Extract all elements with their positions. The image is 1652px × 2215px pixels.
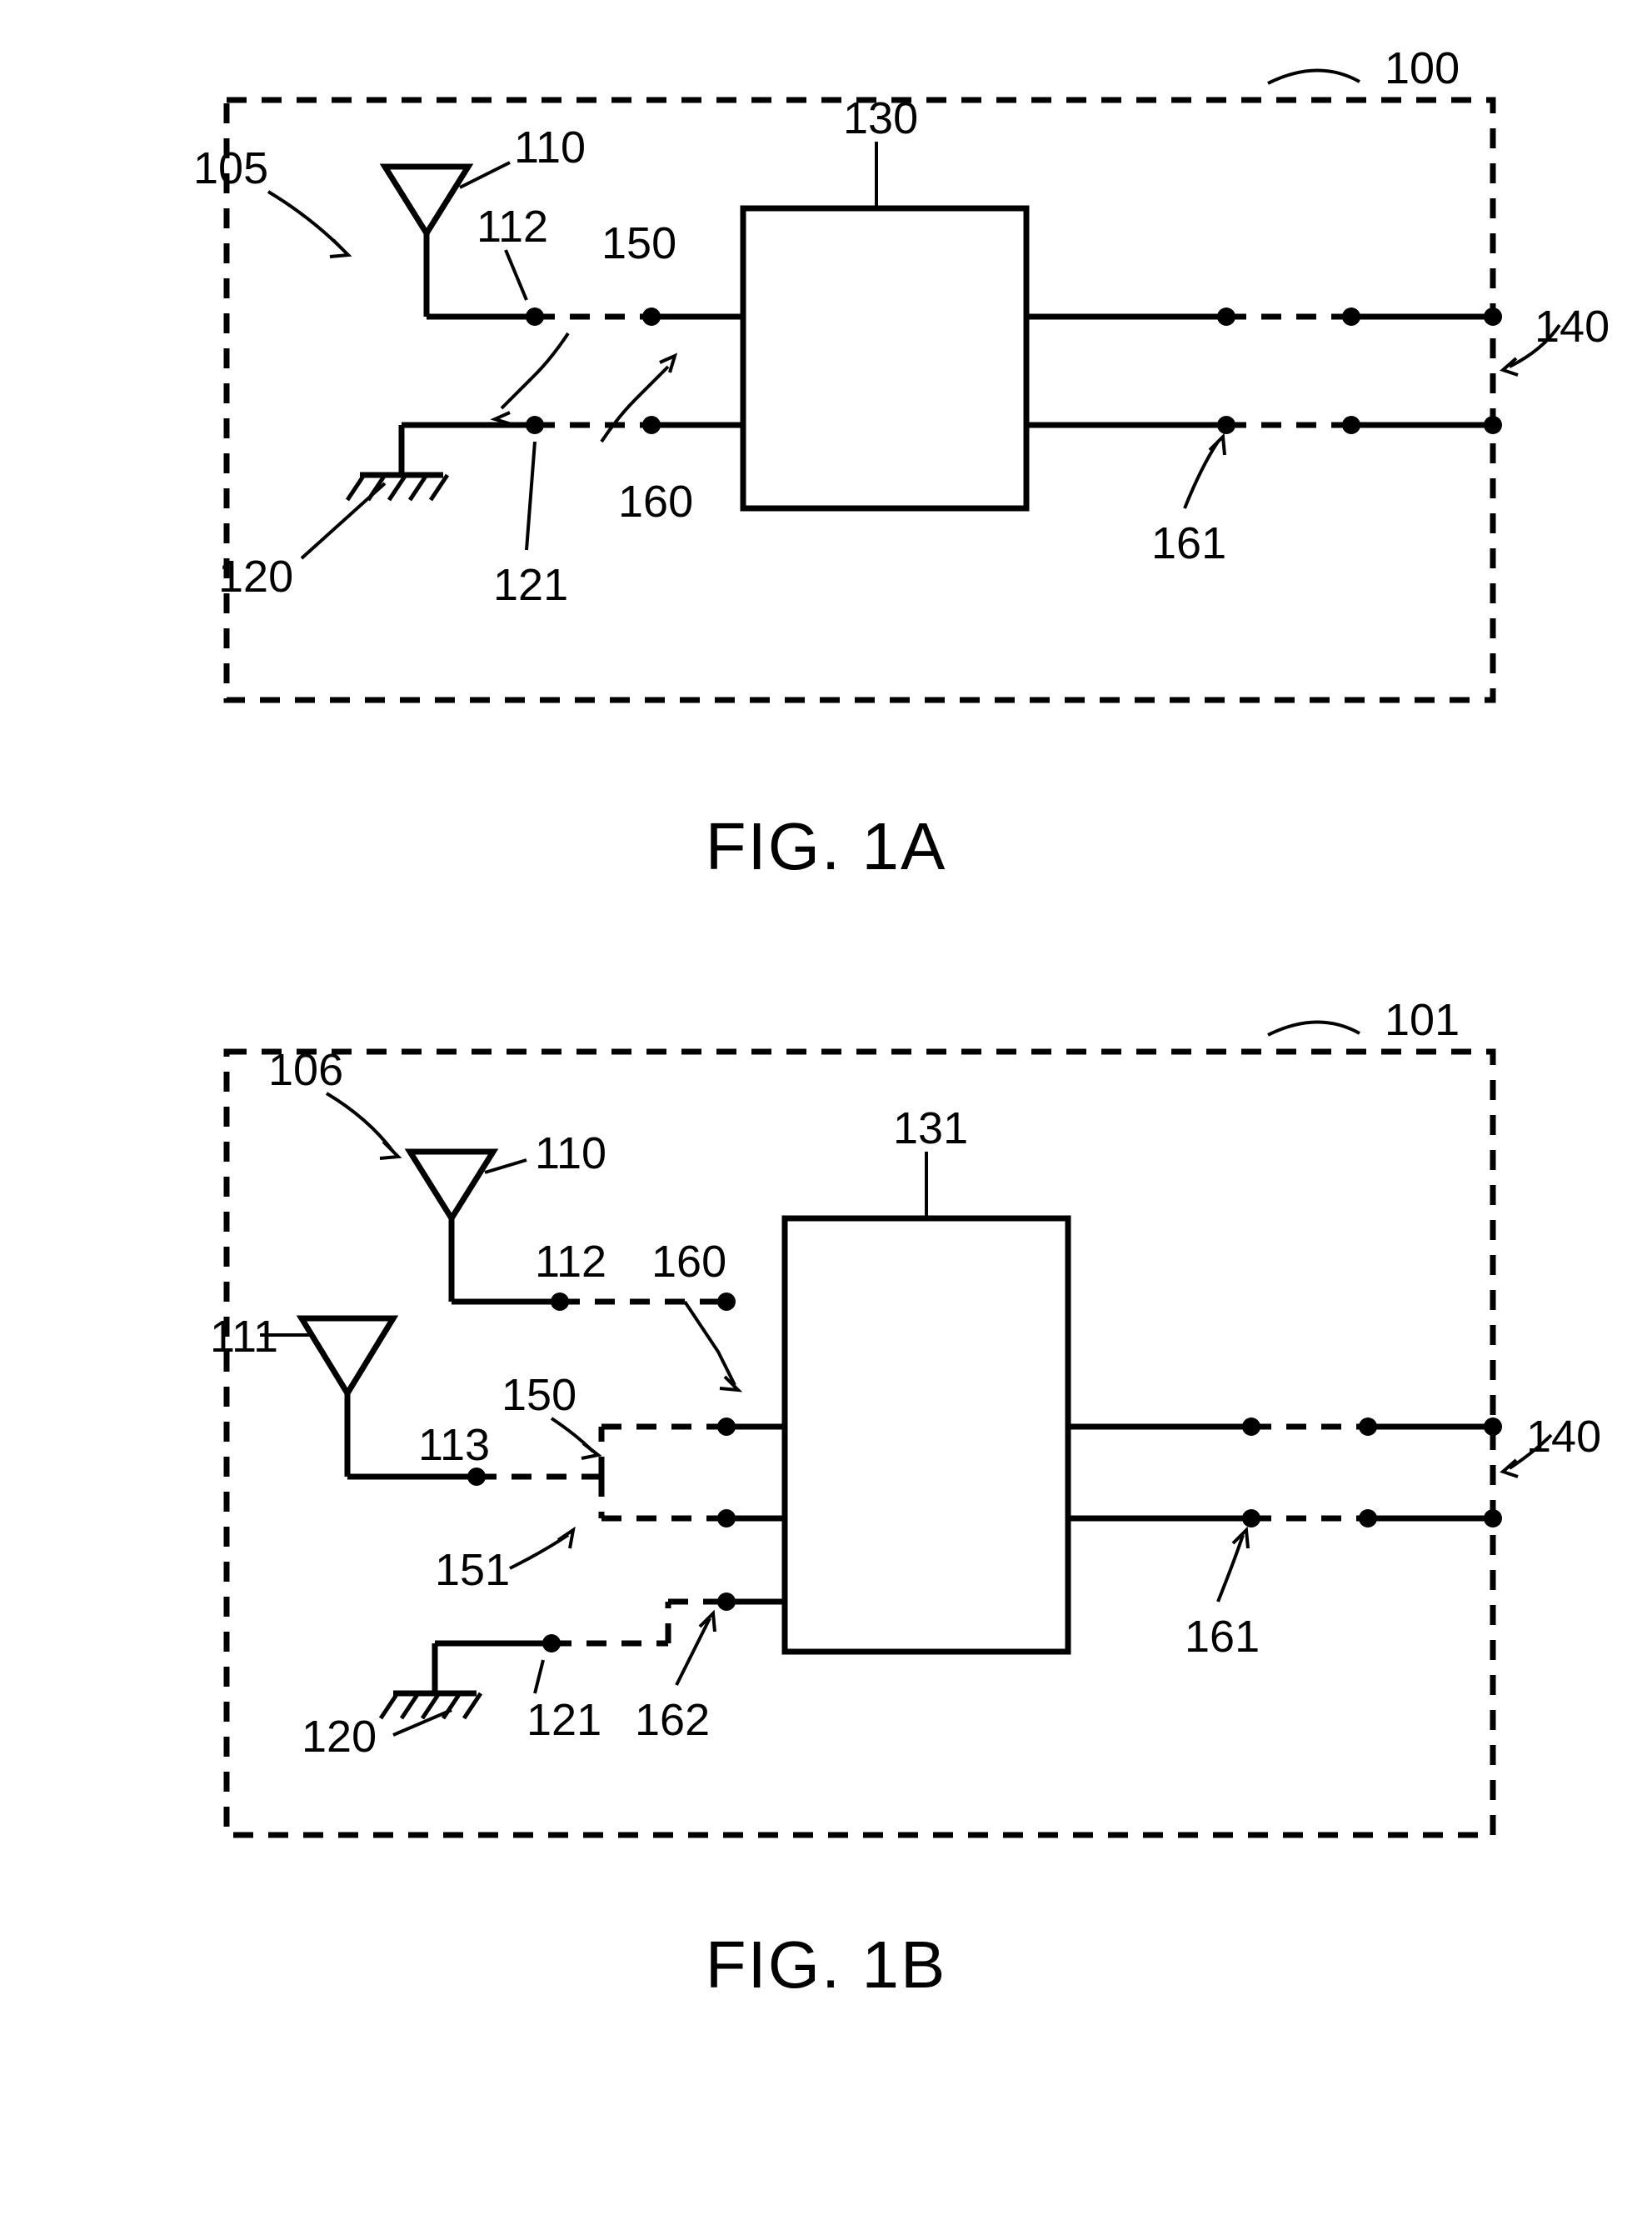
leader-105 — [268, 192, 343, 250]
label-150b: 150 — [502, 1370, 576, 1420]
caption-fig-1b: FIG. 1B — [35, 1927, 1618, 2003]
block-131 — [785, 1218, 1068, 1652]
label-162: 162 — [635, 1695, 710, 1745]
ground-120 — [347, 425, 535, 500]
label-161b: 161 — [1185, 1612, 1260, 1662]
label-100: 100 — [1385, 43, 1460, 93]
label-112: 112 — [477, 202, 548, 252]
figure-1a: 100 — [35, 33, 1618, 885]
arrow-150 — [502, 333, 568, 408]
label-110b: 110 — [535, 1128, 606, 1178]
label-140b: 140 — [1526, 1412, 1601, 1462]
figure-1b: 101 — [35, 985, 1618, 2003]
label-106: 106 — [268, 1045, 343, 1095]
label-121: 121 — [493, 560, 568, 610]
leader-100 — [1268, 70, 1360, 83]
label-161: 161 — [1151, 518, 1226, 568]
label-131: 131 — [893, 1103, 968, 1153]
label-101: 101 — [1385, 995, 1460, 1045]
label-113: 113 — [418, 1420, 490, 1470]
label-110: 110 — [514, 122, 586, 172]
label-121b: 121 — [527, 1695, 601, 1745]
caption-fig-1a: FIG. 1A — [35, 808, 1618, 885]
label-130: 130 — [843, 93, 918, 143]
label-111: 111 — [210, 1312, 278, 1362]
label-112b: 112 — [535, 1237, 606, 1287]
label-150: 150 — [601, 218, 676, 268]
label-140: 140 — [1535, 302, 1610, 352]
label-151: 151 — [435, 1545, 510, 1595]
fig-b-svg: 101 — [35, 985, 1618, 1902]
label-105: 105 — [193, 143, 268, 193]
fig-a-svg: 100 — [35, 33, 1618, 783]
label-160b: 160 — [651, 1237, 726, 1287]
label-120b: 120 — [302, 1712, 377, 1762]
block-130 — [743, 208, 1026, 508]
label-120: 120 — [218, 552, 293, 602]
label-160: 160 — [618, 477, 693, 527]
